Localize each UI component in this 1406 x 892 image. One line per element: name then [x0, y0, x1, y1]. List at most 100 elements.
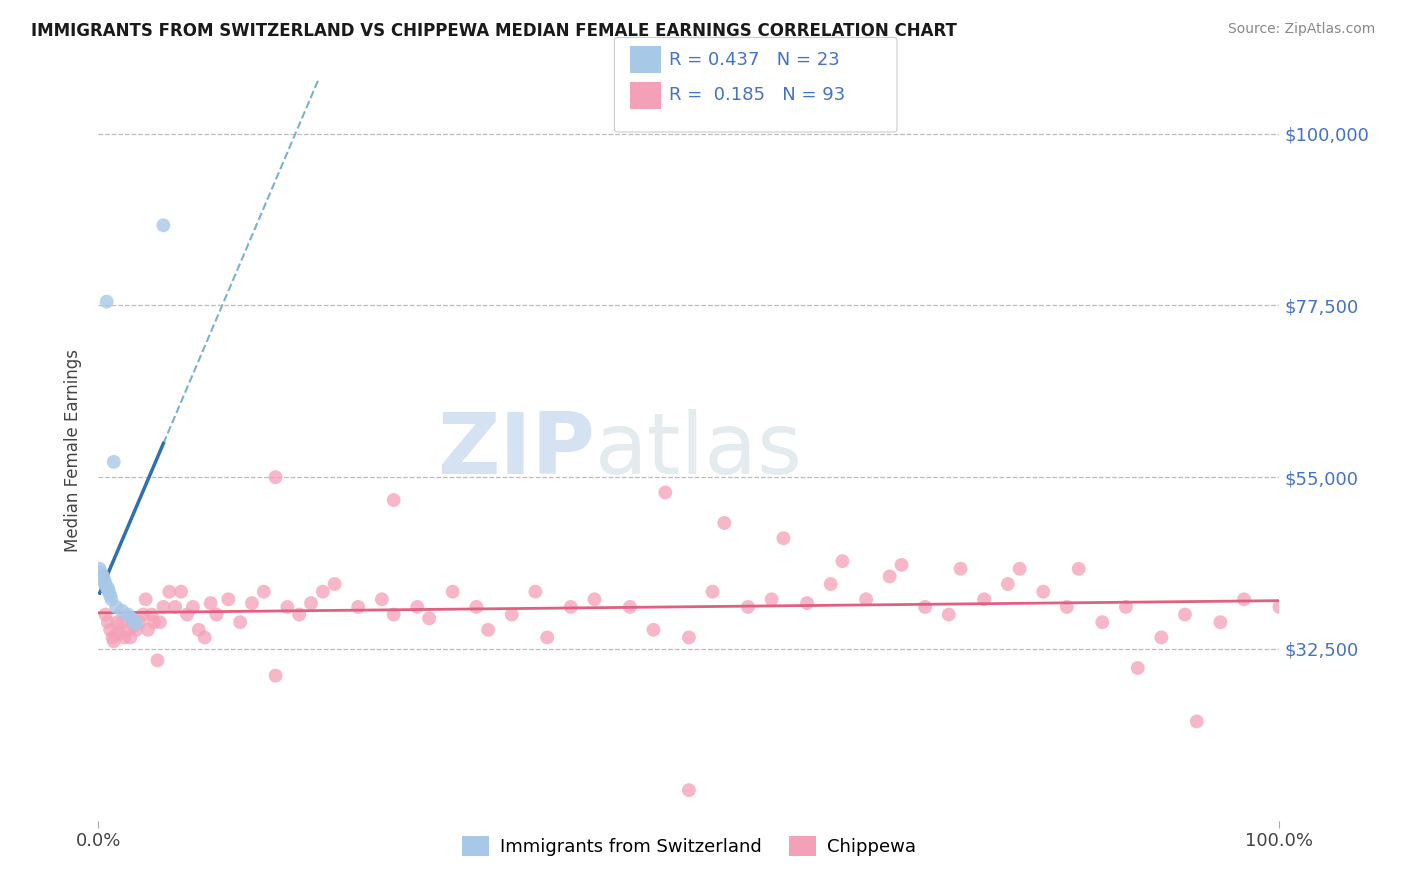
Point — [1091, 615, 1114, 630]
Point — [654, 485, 676, 500]
Point — [157, 584, 180, 599]
Text: IMMIGRANTS FROM SWITZERLAND VS CHIPPEWA MEDIAN FEMALE EARNINGS CORRELATION CHART: IMMIGRANTS FROM SWITZERLAND VS CHIPPEWA … — [31, 22, 957, 40]
Point — [465, 599, 488, 614]
Point — [820, 577, 842, 591]
Point — [91, 569, 114, 583]
Point — [94, 607, 117, 622]
Point — [678, 783, 700, 797]
Point — [135, 592, 157, 607]
Point — [418, 611, 440, 625]
Point — [382, 607, 405, 622]
Point — [97, 583, 120, 598]
Point — [1185, 714, 1208, 729]
Point — [855, 592, 877, 607]
Point — [94, 577, 117, 591]
Point — [94, 578, 117, 592]
Point — [678, 631, 700, 645]
Point — [796, 596, 818, 610]
Point — [406, 599, 429, 614]
Point — [702, 584, 724, 599]
Point — [121, 611, 143, 625]
Point — [288, 607, 311, 622]
Point — [879, 569, 901, 583]
Point — [98, 623, 121, 637]
Point — [264, 668, 287, 682]
Point — [194, 631, 217, 645]
Point — [1032, 584, 1054, 599]
Point — [112, 631, 135, 645]
Point — [1233, 592, 1256, 607]
Point — [441, 584, 464, 599]
Point — [98, 584, 121, 599]
Point — [217, 592, 239, 607]
Point — [120, 631, 142, 645]
Point — [122, 619, 145, 633]
Text: R = 0.437   N = 23: R = 0.437 N = 23 — [669, 51, 839, 69]
Point — [619, 599, 641, 614]
Point — [1056, 599, 1078, 614]
Point — [91, 569, 114, 583]
Point — [938, 607, 960, 622]
Text: atlas: atlas — [595, 409, 803, 492]
Point — [713, 516, 735, 530]
Legend: Immigrants from Switzerland, Chippewa: Immigrants from Switzerland, Chippewa — [456, 829, 922, 863]
Point — [93, 575, 115, 590]
Point — [643, 623, 665, 637]
Point — [890, 558, 912, 572]
Point — [949, 562, 972, 576]
Point — [149, 615, 172, 630]
Point — [103, 455, 125, 469]
Point — [1268, 599, 1291, 614]
Point — [1150, 631, 1173, 645]
Point — [501, 607, 523, 622]
Point — [170, 584, 193, 599]
Point — [1126, 661, 1149, 675]
Text: ZIP: ZIP — [437, 409, 595, 492]
Point — [371, 592, 394, 607]
Point — [347, 599, 370, 614]
Point — [323, 577, 346, 591]
Point — [973, 592, 995, 607]
Point — [90, 566, 112, 580]
Point — [125, 616, 148, 631]
Point — [152, 219, 174, 233]
Point — [142, 615, 165, 630]
Point — [560, 599, 582, 614]
Point — [997, 577, 1019, 591]
Point — [96, 294, 118, 309]
Point — [89, 562, 111, 576]
Point — [111, 615, 134, 630]
Point — [105, 615, 128, 630]
Point — [240, 596, 263, 610]
Text: R =  0.185   N = 93: R = 0.185 N = 93 — [669, 87, 845, 104]
Text: Source: ZipAtlas.com: Source: ZipAtlas.com — [1227, 22, 1375, 37]
Point — [382, 493, 405, 508]
Y-axis label: Median Female Earnings: Median Female Earnings — [65, 349, 83, 552]
Point — [125, 623, 148, 637]
Point — [737, 599, 759, 614]
Point — [524, 584, 547, 599]
Point — [128, 615, 150, 630]
Point — [111, 604, 134, 618]
Point — [253, 584, 276, 599]
Point — [1008, 562, 1031, 576]
Point — [229, 615, 252, 630]
Point — [312, 584, 335, 599]
Point — [105, 599, 128, 614]
Point — [152, 599, 174, 614]
Point — [1067, 562, 1090, 576]
Point — [97, 581, 120, 595]
Point — [299, 596, 322, 610]
Point — [108, 626, 131, 640]
Point — [98, 589, 121, 603]
Point — [132, 607, 155, 622]
Point — [1209, 615, 1232, 630]
Point — [831, 554, 853, 568]
Point — [761, 592, 783, 607]
Point — [914, 599, 936, 614]
Point — [176, 607, 198, 622]
Point — [105, 626, 128, 640]
Point — [122, 615, 145, 630]
Point — [200, 596, 222, 610]
Point — [91, 571, 114, 585]
